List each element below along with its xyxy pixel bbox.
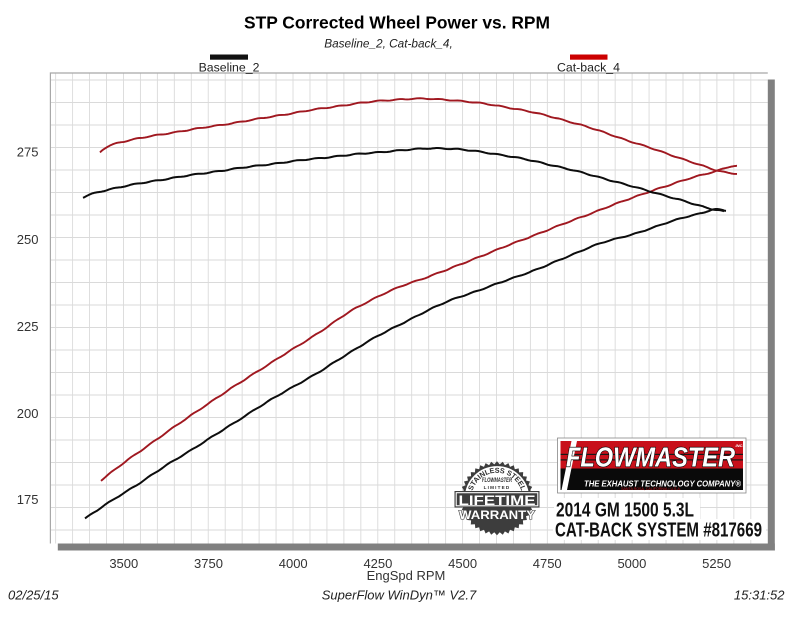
svg-text:WARRANTY: WARRANTY [459, 509, 535, 522]
svg-text:INC.: INC. [736, 443, 744, 448]
svg-text:Baseline_2, Cat-back_4,: Baseline_2, Cat-back_4, [324, 37, 453, 51]
svg-text:4500: 4500 [448, 556, 477, 571]
svg-text:5250: 5250 [702, 556, 731, 571]
svg-text:2014 GM 1500 5.3L: 2014 GM 1500 5.3L [556, 500, 694, 522]
svg-text:4000: 4000 [279, 556, 308, 571]
svg-text:EngSpd RPM: EngSpd RPM [367, 568, 446, 583]
svg-text:5000: 5000 [617, 556, 646, 571]
svg-text:200: 200 [17, 406, 39, 421]
svg-text:SANTA ROSA, CALIFORNIA • U.S.A: SANTA ROSA, CALIFORNIA • U.S.A. [621, 487, 681, 491]
svg-text:3750: 3750 [194, 556, 223, 571]
svg-text:15:31:52: 15:31:52 [734, 588, 785, 603]
svg-text:THE EXHAUST TECHNOLOGY COMPANY: THE EXHAUST TECHNOLOGY COMPANY® [584, 479, 742, 489]
svg-text:FLOWMASTER: FLOWMASTER [482, 477, 512, 484]
svg-text:SuperFlow WinDyn™ V2.7: SuperFlow WinDyn™ V2.7 [322, 588, 477, 603]
svg-text:225: 225 [17, 319, 39, 334]
svg-text:175: 175 [17, 492, 39, 507]
svg-text:3500: 3500 [109, 556, 138, 571]
svg-text:4250: 4250 [363, 556, 392, 571]
svg-text:LIMITED: LIMITED [484, 485, 511, 490]
svg-text:Baseline_2: Baseline_2 [199, 61, 260, 75]
svg-text:02/25/15: 02/25/15 [8, 588, 59, 603]
svg-text:LIFETIME: LIFETIME [459, 493, 536, 508]
svg-text:STP Corrected Wheel Power vs.: STP Corrected Wheel Power vs. RPM [244, 13, 550, 33]
svg-text:CAT-BACK SYSTEM #817669: CAT-BACK SYSTEM #817669 [555, 520, 762, 542]
svg-text:FLOWMASTER: FLOWMASTER [566, 442, 735, 473]
svg-text:250: 250 [17, 232, 39, 247]
svg-text:275: 275 [17, 145, 39, 160]
svg-text:Cat-back_4: Cat-back_4 [557, 61, 620, 75]
svg-text:4750: 4750 [533, 556, 562, 571]
